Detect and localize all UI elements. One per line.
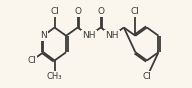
Text: Cl: Cl: [27, 56, 36, 65]
Text: NH: NH: [106, 31, 119, 40]
Text: Cl: Cl: [50, 7, 59, 15]
Text: O: O: [74, 7, 81, 15]
Text: CH₃: CH₃: [47, 73, 62, 81]
Text: Cl: Cl: [142, 73, 151, 81]
Text: NH: NH: [82, 31, 96, 40]
Text: N: N: [40, 31, 47, 40]
Text: O: O: [97, 7, 104, 15]
Text: Cl: Cl: [131, 7, 140, 15]
